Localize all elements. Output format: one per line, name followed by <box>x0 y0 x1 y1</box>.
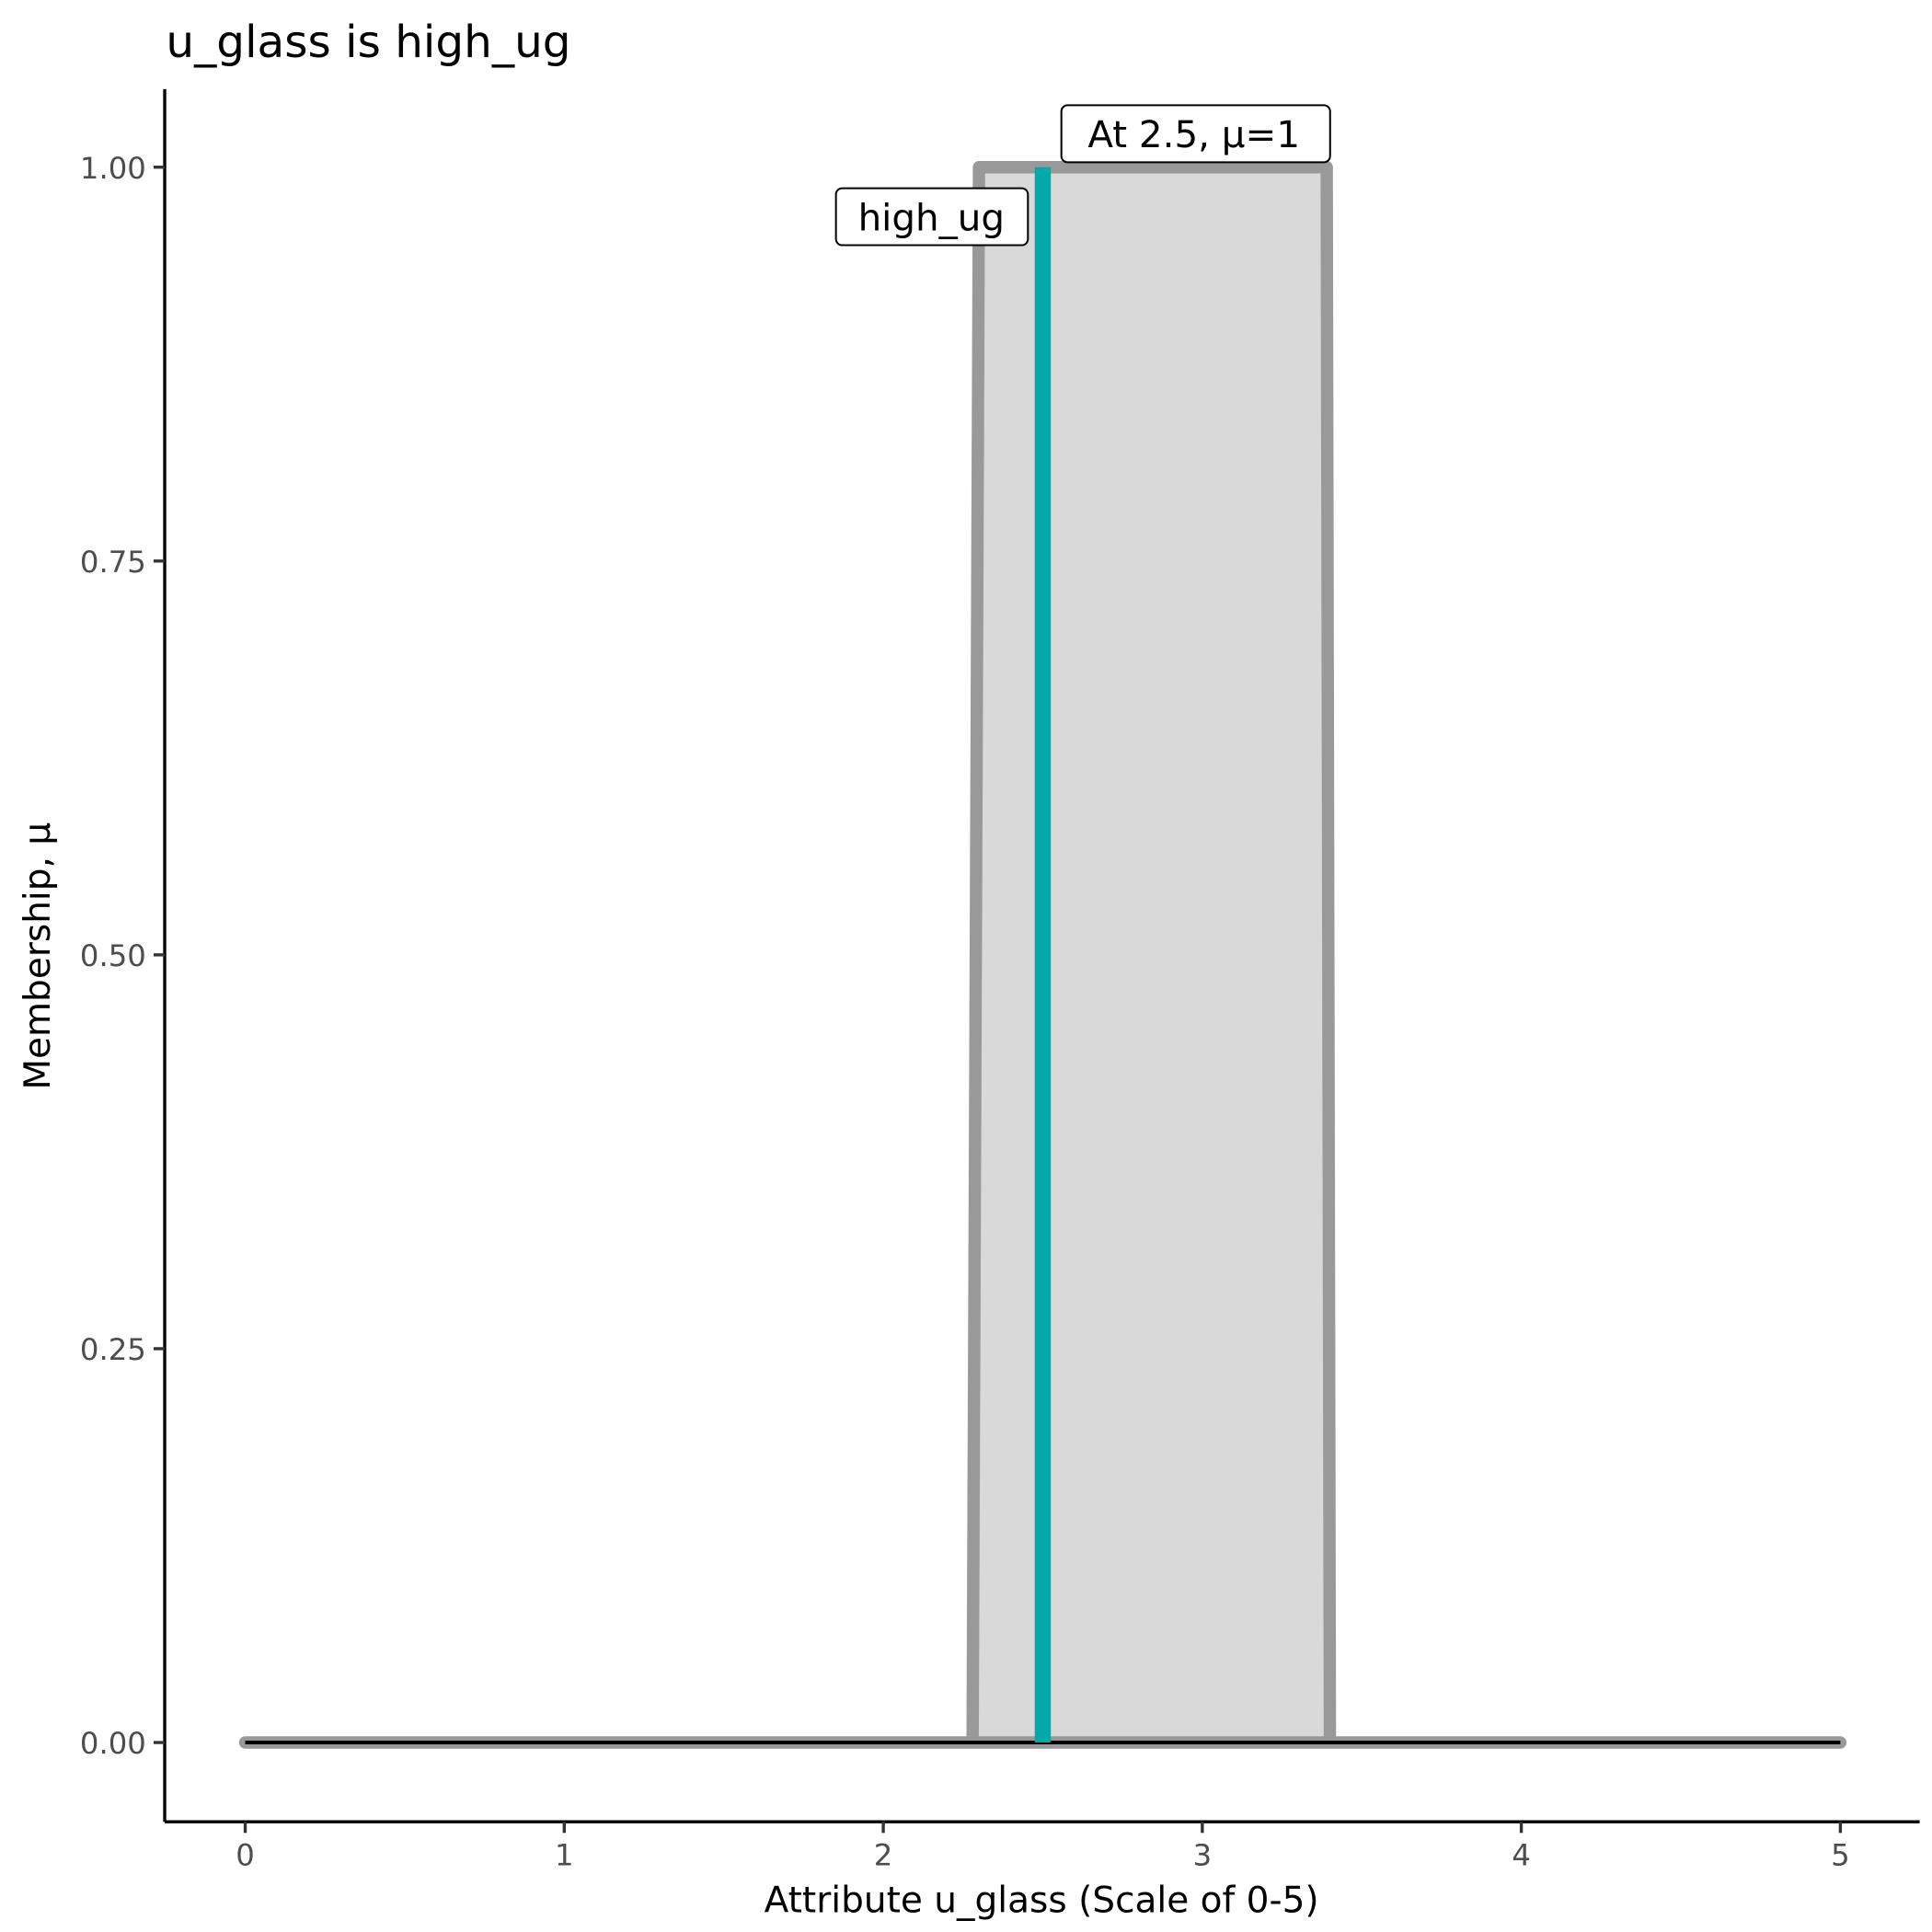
y-tick-label: 0.50 <box>80 938 146 973</box>
x-tick-label: 3 <box>1193 1837 1213 1872</box>
value-label-box <box>1060 104 1331 164</box>
y-tick-label: 0.00 <box>80 1726 146 1761</box>
set-label-box <box>834 187 1029 247</box>
set-label: high_ug <box>858 196 1005 239</box>
x-tick-label: 2 <box>874 1837 893 1872</box>
x-tick-label: 5 <box>1831 1837 1850 1872</box>
value-label: At 2.5, μ=1 <box>1087 113 1300 156</box>
y-tick-label: 1.00 <box>80 151 146 186</box>
y-tick-label: 0.25 <box>80 1332 146 1367</box>
y-axis-label: Membership, μ <box>17 822 59 1090</box>
x-tick-label: 0 <box>236 1837 255 1872</box>
y-tick-label: 0.75 <box>80 545 146 580</box>
x-tick-label: 4 <box>1512 1837 1531 1872</box>
x-tick-label: 1 <box>555 1837 574 1872</box>
x-axis-label: Attribute u_glass (Scale of 0-5) <box>765 1880 1319 1921</box>
chart-title: u_glass is high_ug <box>166 17 570 68</box>
